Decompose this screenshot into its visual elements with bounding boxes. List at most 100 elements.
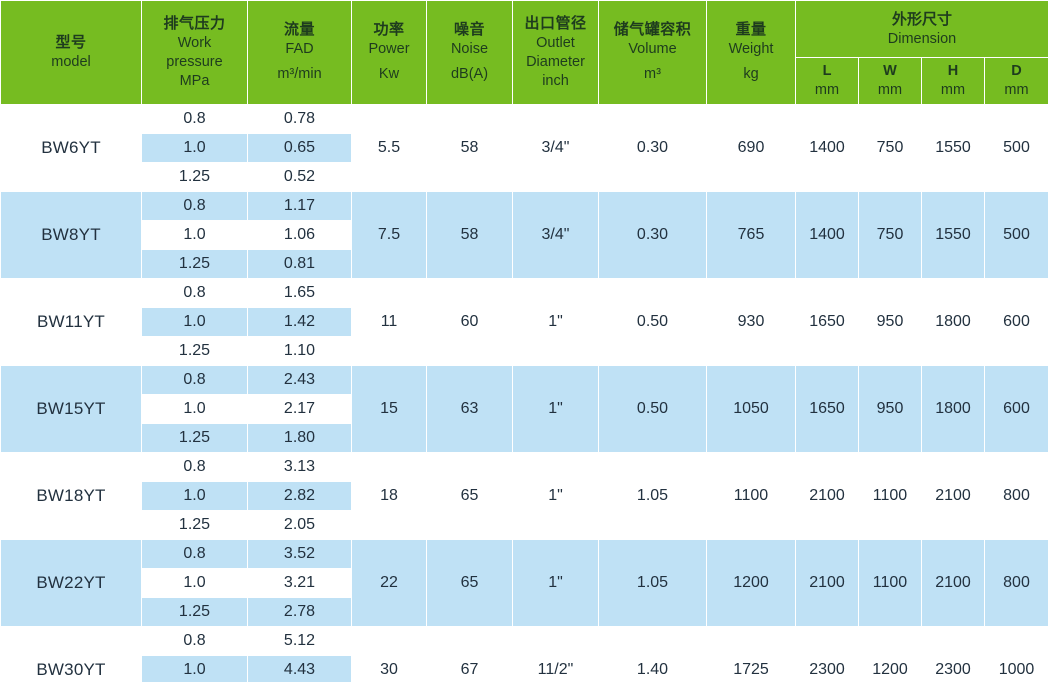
header-dimension-w-unit: mm bbox=[877, 81, 903, 98]
header-dimension-d: D mm bbox=[984, 57, 1048, 105]
cell-fad: 4.43 bbox=[247, 654, 352, 682]
header-weight-unit: kg bbox=[743, 66, 759, 83]
table-row: BW22YT 0.8 3.52 22 65 1" 1.05 1200 2100 1100 2100 8… bbox=[0, 538, 1048, 627]
header-weight: 重量 Weight kg bbox=[706, 0, 796, 105]
header-work-pressure: 排气压力 Work pressure MPa bbox=[141, 0, 248, 105]
header-weight-cn: 重量 bbox=[735, 21, 767, 39]
cell-work-pressure: 1.0 bbox=[141, 132, 248, 163]
table-row: 1.0 3.21 bbox=[1, 567, 1048, 598]
cell-noise: 58 bbox=[426, 103, 513, 192]
header-fad-en: FAD bbox=[285, 41, 314, 58]
cell-outlet-diameter: 3/4" bbox=[512, 103, 599, 192]
cell-weight: 1050 bbox=[706, 364, 796, 453]
cell-model: BW6YT bbox=[0, 103, 142, 192]
cell-noise: 63 bbox=[426, 364, 513, 453]
header-dimension-d-label: D bbox=[1011, 63, 1022, 79]
cell-dimension-l: 1400 bbox=[795, 190, 859, 279]
cell-work-pressure: 0.8 bbox=[141, 277, 248, 308]
cell-dimension-w: 750 bbox=[858, 103, 922, 192]
header-work-pressure-unit: MPa bbox=[179, 72, 210, 89]
cell-power: 5.5 bbox=[351, 103, 427, 192]
cell-fad: 2.17 bbox=[247, 393, 352, 424]
cell-dimension-d: 600 bbox=[984, 277, 1048, 366]
table-row: BW8YT 0.8 1.17 7.5 58 3/4" 0.30 765 1400 750 1550 5… bbox=[0, 190, 1048, 279]
header-outlet-diameter-unit: inch bbox=[542, 72, 569, 89]
header-dimension-w: W mm bbox=[858, 57, 922, 105]
header-model-en: model bbox=[51, 53, 91, 70]
cell-work-pressure: 1.0 bbox=[141, 480, 248, 511]
cell-dimension-l: 2100 bbox=[795, 538, 859, 627]
table-row: 1.0 2.17 bbox=[1, 393, 1048, 424]
cell-work-pressure: 1.25 bbox=[141, 161, 248, 192]
header-dimension-l: L mm bbox=[795, 57, 859, 105]
cell-fad: 5.12 bbox=[247, 625, 352, 656]
cell-noise: 67 bbox=[426, 625, 513, 682]
header-power-unit: Kw bbox=[378, 66, 400, 83]
header-work-pressure-en: Work pressure bbox=[166, 34, 223, 70]
cell-noise: 60 bbox=[426, 277, 513, 366]
cell-dimension-h: 2100 bbox=[921, 538, 985, 627]
cell-fad: 0.52 bbox=[247, 161, 352, 192]
cell-outlet-diameter: 1" bbox=[512, 538, 599, 627]
header-model-cn: 型号 bbox=[55, 33, 87, 51]
table-header: 型号 model 排气压力 Work pressure MPa 流量 FAD bbox=[0, 0, 1048, 105]
cell-dimension-h: 1550 bbox=[921, 190, 985, 279]
cell-dimension-l: 1650 bbox=[795, 364, 859, 453]
header-dimension-h: H mm bbox=[921, 57, 985, 105]
header-volume-cn: 储气罐容积 bbox=[613, 21, 692, 39]
cell-fad: 2.43 bbox=[247, 364, 352, 395]
cell-work-pressure: 0.8 bbox=[141, 190, 248, 221]
cell-dimension-d: 1000 bbox=[984, 625, 1048, 682]
cell-power: 11 bbox=[351, 277, 427, 366]
header-power: 功率 Power Kw bbox=[351, 0, 427, 105]
header-dimension-l-unit: mm bbox=[814, 81, 840, 98]
cell-dimension-d: 500 bbox=[984, 190, 1048, 279]
header-dimension-h-unit: mm bbox=[940, 81, 966, 98]
cell-weight: 1100 bbox=[706, 451, 796, 540]
cell-dimension-h: 2100 bbox=[921, 451, 985, 540]
cell-dimension-w: 1200 bbox=[858, 625, 922, 682]
cell-power: 7.5 bbox=[351, 190, 427, 279]
header-outlet-diameter-en: Outlet Diameter bbox=[526, 34, 585, 70]
cell-fad: 2.05 bbox=[247, 509, 352, 540]
header-weight-en: Weight bbox=[728, 41, 774, 58]
header-dimension-cn: 外形尺寸 bbox=[891, 10, 952, 28]
cell-dimension-w: 950 bbox=[858, 277, 922, 366]
cell-power: 22 bbox=[351, 538, 427, 627]
cell-weight: 765 bbox=[706, 190, 796, 279]
header-dimension-d-unit: mm bbox=[1004, 81, 1029, 98]
cell-fad: 2.78 bbox=[247, 596, 352, 627]
cell-work-pressure: 0.8 bbox=[141, 103, 248, 134]
cell-fad: 1.06 bbox=[247, 219, 352, 250]
header-model: 型号 model bbox=[0, 0, 142, 105]
header-dimension-w-label: W bbox=[883, 63, 897, 79]
cell-volume: 1.05 bbox=[598, 538, 707, 627]
cell-volume: 0.50 bbox=[598, 277, 707, 366]
header-noise-en: Noise bbox=[450, 41, 489, 58]
table-row: 1.25 2.78 bbox=[1, 596, 1048, 627]
cell-volume: 1.05 bbox=[598, 451, 707, 540]
cell-power: 30 bbox=[351, 625, 427, 682]
cell-model: BW15YT bbox=[0, 364, 142, 453]
cell-volume: 0.30 bbox=[598, 103, 707, 192]
table-row: BW30YT 0.8 5.12 30 67 11/2" 1.40 1725 2300 1200 23… bbox=[0, 625, 1048, 682]
header-outlet-diameter-cn: 出口管径 bbox=[524, 14, 587, 32]
cell-dimension-d: 800 bbox=[984, 451, 1048, 540]
cell-dimension-w: 1100 bbox=[858, 538, 922, 627]
table-row: BW6YT 0.8 0.78 5.5 58 3/4" 0.30 690 1400 750 1550 5… bbox=[0, 103, 1048, 192]
cell-dimension-l: 1400 bbox=[795, 103, 859, 192]
cell-noise: 65 bbox=[426, 538, 513, 627]
header-outlet-diameter: 出口管径 Outlet Diameter inch bbox=[512, 0, 599, 105]
cell-fad: 1.65 bbox=[247, 277, 352, 308]
cell-dimension-h: 1800 bbox=[921, 277, 985, 366]
table-row: 1.0 4.43 bbox=[1, 654, 1048, 682]
table-row: 1.25 0.52 bbox=[1, 161, 1048, 192]
table-row: BW15YT 0.8 2.43 15 63 1" 0.50 1050 1650 950 1800 60… bbox=[0, 364, 1048, 453]
cell-fad: 3.13 bbox=[247, 451, 352, 482]
header-fad-cn: 流量 bbox=[283, 21, 315, 39]
header-noise: 噪音 Noise dB(A) bbox=[426, 0, 513, 105]
header-dimension-h-label: H bbox=[947, 63, 959, 79]
header-volume: 储气罐容积 Volume m³ bbox=[598, 0, 707, 105]
header-fad: 流量 FAD m³/min bbox=[247, 0, 352, 105]
